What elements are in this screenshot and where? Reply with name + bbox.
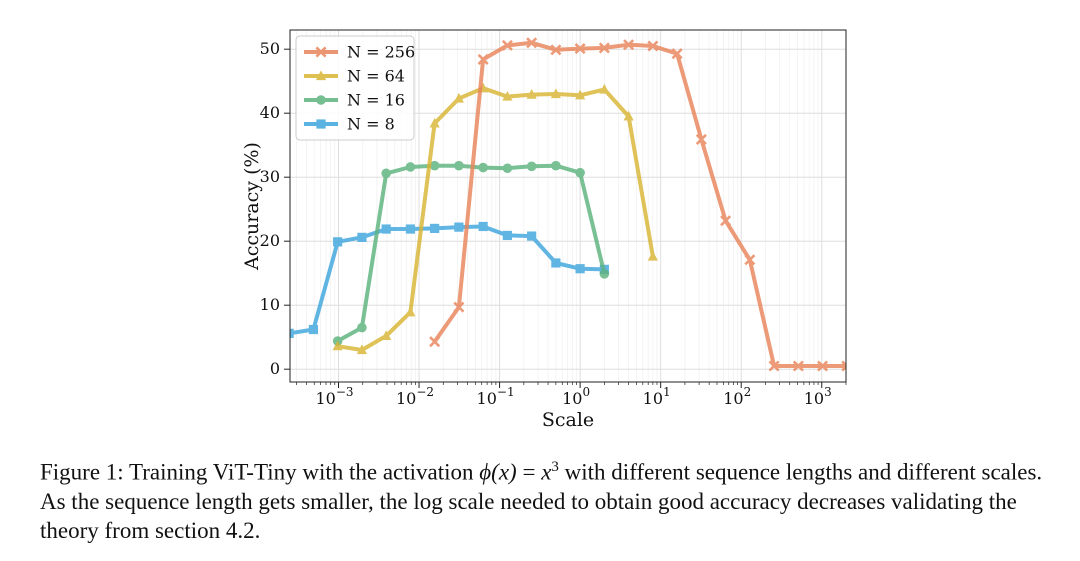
caption-text-start: Figure 1: Training ViT-Tiny with the act… <box>40 459 480 485</box>
data-point-n-8 <box>502 230 512 241</box>
x-tick-label: 101 <box>643 385 671 408</box>
data-point-n-256 <box>647 40 659 52</box>
caption-math-eq: = <box>516 459 542 485</box>
data-point-n-256 <box>720 215 732 227</box>
legend-marker-n-64 <box>315 70 327 81</box>
data-point-n-256 <box>792 360 804 372</box>
legend-label-n-8: N = 8 <box>347 115 395 134</box>
legend-swatch-n-8 <box>304 119 338 129</box>
x-tick-label: 102 <box>723 385 751 408</box>
data-point-n-256 <box>550 44 562 56</box>
data-point-n-256 <box>574 43 586 55</box>
data-point-n-64 <box>623 110 634 121</box>
data-point-n-8 <box>405 224 416 234</box>
data-point-n-16 <box>381 168 391 179</box>
caption-text-end: with different sequence lengths and diff… <box>40 459 1047 543</box>
data-point-n-8 <box>575 264 585 274</box>
series-line-n-64 <box>337 86 655 352</box>
legend-swatch-n-256 <box>304 46 338 58</box>
data-point-n-8 <box>308 324 319 335</box>
data-point-n-256 <box>598 42 610 54</box>
data-point-n-64 <box>550 88 561 99</box>
data-point-n-8 <box>527 231 537 241</box>
x-tick-label: 10−3 <box>315 385 353 408</box>
data-point-n-64 <box>575 89 586 100</box>
legend: N = 256 N = 64 N = 16 N = 8 <box>295 35 415 141</box>
data-point-n-16 <box>526 161 537 172</box>
data-point-n-256 <box>477 53 489 65</box>
y-tick-label: 20 <box>260 231 280 250</box>
y-tick-label: 50 <box>260 39 280 58</box>
data-point-n-8 <box>333 237 343 247</box>
data-point-n-16 <box>429 160 440 171</box>
y-tick-label: 40 <box>260 103 280 122</box>
legend-label-n-16: N = 16 <box>347 91 405 110</box>
data-point-n-16 <box>502 163 513 174</box>
data-point-n-64 <box>647 250 658 261</box>
x-tick-label: 100 <box>562 385 590 408</box>
data-point-n-8 <box>357 232 367 242</box>
legend-marker-n-8 <box>316 119 326 129</box>
data-point-n-8 <box>551 258 561 268</box>
data-point-n-16 <box>599 269 610 279</box>
legend-swatch-n-64 <box>304 70 338 81</box>
data-point-n-64 <box>429 117 440 128</box>
x-axis-label: Scale <box>542 409 594 431</box>
series-n-256 <box>429 37 846 372</box>
data-point-n-8 <box>430 223 440 233</box>
data-point-n-8 <box>290 328 294 338</box>
data-point-n-16 <box>357 322 367 333</box>
data-point-n-256 <box>817 360 829 372</box>
legend-swatch-n-16 <box>304 95 338 105</box>
plot-frame <box>289 29 847 383</box>
caption-math-phi: ϕ(x) <box>479 459 517 485</box>
data-point-n-16 <box>405 162 416 172</box>
data-point-n-256 <box>744 254 756 266</box>
figure-caption: Figure 1: Training ViT-Tiny with the act… <box>40 453 1048 545</box>
legend-marker-n-16 <box>316 95 326 105</box>
data-point-n-64 <box>453 92 464 103</box>
axes: 10−3 10−2 10−1 100 101 102 103 0 10 20 30 40 50 <box>260 39 847 408</box>
y-axis-label: Accuracy (%) <box>241 142 263 271</box>
x-tick-label: 10−1 <box>477 385 515 408</box>
caption-math-exp: 3 <box>551 459 559 475</box>
accuracy-vs-scale-chart: 10−3 10−2 10−1 100 101 102 103 0 10 20 30 40 50 Scal… <box>241 29 847 431</box>
data-point-n-256 <box>623 39 635 51</box>
data-point-n-64 <box>502 90 513 101</box>
data-point-n-256 <box>429 336 441 348</box>
data-point-n-64 <box>332 340 343 351</box>
legend-box <box>295 35 415 141</box>
data-point-n-16 <box>454 160 464 171</box>
data-point-n-256 <box>768 360 780 372</box>
series-n-8 <box>290 221 609 338</box>
data-point-n-64 <box>526 89 537 99</box>
data-point-n-256 <box>453 301 465 313</box>
series-n-64 <box>332 82 658 355</box>
x-tick-label: 103 <box>804 385 832 408</box>
data-point-n-16 <box>478 162 488 173</box>
data-point-n-64 <box>381 330 392 341</box>
y-tick-label: 0 <box>270 359 280 378</box>
caption-math-x: x <box>541 459 552 485</box>
legend-label-n-256: N = 256 <box>347 43 415 62</box>
data-point-n-64 <box>599 83 610 94</box>
data-point-n-256 <box>501 39 513 51</box>
data-point-n-16 <box>575 167 585 178</box>
series-layer <box>290 37 846 372</box>
data-point-n-64 <box>405 306 416 317</box>
data-point-n-8 <box>381 224 391 234</box>
data-point-n-8 <box>478 221 488 232</box>
x-tick-label: 10−2 <box>396 385 434 408</box>
data-point-n-256 <box>526 37 538 49</box>
data-point-n-256 <box>841 360 846 372</box>
data-point-n-16 <box>551 160 561 171</box>
y-tick-label: 10 <box>260 295 280 314</box>
y-tick-label: 30 <box>260 167 280 186</box>
data-point-n-64 <box>356 344 368 355</box>
data-point-n-256 <box>671 48 683 60</box>
data-point-n-256 <box>695 133 707 145</box>
data-point-n-8 <box>454 222 464 232</box>
legend-label-n-64: N = 64 <box>347 67 405 86</box>
legend-marker-n-256 <box>315 46 327 58</box>
